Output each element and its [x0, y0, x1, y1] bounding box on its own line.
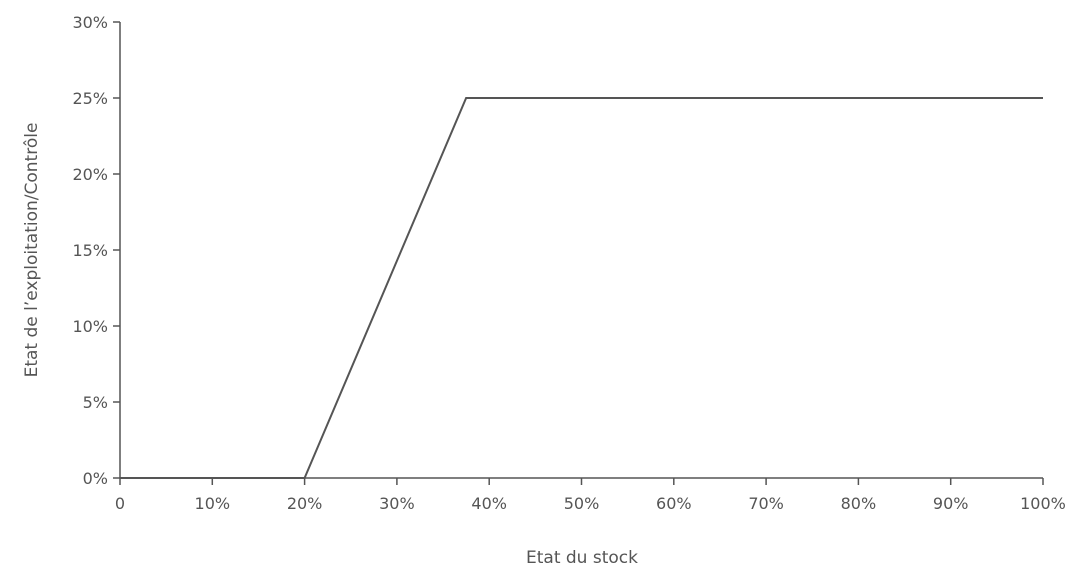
y-tick-label: 20% — [72, 165, 108, 184]
x-tick-label: 80% — [841, 494, 877, 513]
x-tick-label: 60% — [656, 494, 692, 513]
x-tick-label: 40% — [471, 494, 507, 513]
x-tick-label: 10% — [195, 494, 231, 513]
y-tick-label: 25% — [72, 89, 108, 108]
x-axis: 0 10% 20% 30% 40% 50% 60% 70% 80% 90% 100% — [115, 477, 1066, 513]
y-tick-label: 15% — [72, 241, 108, 260]
series-line — [120, 97, 1043, 479]
x-tick-label: 50% — [564, 494, 600, 513]
y-axis: 0% 5% 10% 15% 20% 25% 30% — [72, 13, 121, 488]
y-tick-label: 30% — [72, 13, 108, 32]
y-axis-title: Etat de l’exploitation/Contrôle — [22, 123, 42, 378]
y-tick-label: 5% — [83, 393, 108, 412]
y-tick-label: 0% — [83, 469, 108, 488]
x-tick-label: 0 — [115, 494, 125, 513]
y-tick-label: 10% — [72, 317, 108, 336]
x-axis-title: Etat du stock — [526, 548, 638, 567]
x-tick-label: 90% — [933, 494, 969, 513]
series-layer — [120, 97, 1043, 479]
x-tick-label: 100% — [1020, 494, 1066, 513]
x-tick-label: 30% — [379, 494, 415, 513]
x-tick-label: 70% — [748, 494, 784, 513]
x-tick-label: 20% — [287, 494, 323, 513]
